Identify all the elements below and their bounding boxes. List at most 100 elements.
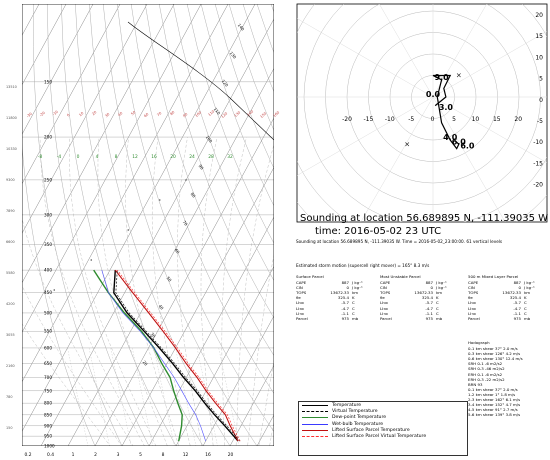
hodograph-spoke	[379, 4, 434, 98]
pressure-label: 1000	[44, 444, 55, 449]
isotherm-line	[22, 4, 229, 383]
parcel-cell: J kg⁻¹	[524, 280, 535, 286]
dry-adiabat-label: 70	[156, 111, 163, 117]
storm-motion: Estimated storm motion (supercell right …	[296, 263, 430, 268]
hodograph-x-tick: 10	[472, 116, 480, 123]
parcel-cell: LI₇₀₀	[296, 310, 304, 316]
hodograph-x-tick: 0	[431, 116, 435, 123]
hodograph-marker: ×	[404, 140, 410, 148]
upper-profile-guide	[127, 21, 274, 141]
parcel-cell: -1.1	[513, 310, 521, 316]
wind-barb-dot	[127, 229, 129, 231]
sounding-title: Sounding at location 56.689895 N, -111.3…	[300, 212, 550, 238]
parcel-cell: C	[436, 310, 439, 316]
parcel-cell: 0	[518, 285, 521, 291]
isotherm-line	[94, 117, 274, 446]
wind-barb-dot	[90, 259, 92, 261]
parcel-cell: 0	[430, 285, 433, 291]
dry-adiabat-label: 40	[117, 111, 124, 117]
parcel-row: TOPS 13672.33 km	[380, 290, 462, 295]
legend-label: Lifted Surface Parcel Virtual Temperatur…	[332, 434, 427, 440]
mixing-ratio-line	[67, 347, 89, 446]
legend-item: Dew-point Temperature	[299, 415, 467, 421]
height-label: 150	[6, 426, 12, 430]
parcel-row: LI₅₀₀ -5.7 C	[380, 300, 462, 305]
height-label: 6600	[6, 240, 15, 244]
mixing-ratio-line	[153, 347, 175, 446]
mixing-ratio-label: 3	[117, 452, 120, 458]
hodograph-y-tick: -10	[533, 139, 543, 146]
isotherm-line	[22, 4, 40, 36]
moist-adiabat	[125, 137, 180, 446]
parcel-row: Parcel 975 mb	[380, 316, 462, 321]
parcel-cell: J kg⁻¹	[352, 280, 363, 286]
parcel-table: Most Unstable Parcel CAPE 887 J kg⁻¹ CIN 0 J k…	[380, 274, 462, 321]
chart-legend: Temperature Virtual Temperature Dew-point …	[298, 401, 468, 456]
hodograph-rings	[297, 4, 547, 222]
hodograph-table-row: ERH 0-1 -6 m2/s2	[468, 371, 503, 377]
isotherm-line	[22, 4, 256, 432]
height-label: 3055	[6, 333, 15, 337]
isotherm-label: 30	[150, 331, 157, 338]
moist-adiabat-label: 28	[208, 154, 214, 160]
moist-adiabat-label: 12	[132, 154, 138, 160]
moist-adiabat	[39, 137, 145, 446]
hodograph-x-tick: -10	[385, 116, 395, 123]
height-label: 2160	[6, 364, 15, 368]
parcel-cell: TOPS	[468, 290, 479, 296]
parcel-cell: θe	[380, 295, 385, 301]
parcel-cell: mb	[524, 315, 531, 321]
parcel-cell: K	[352, 295, 355, 301]
legend-swatch	[302, 436, 328, 438]
dry-adiabat	[75, 4, 204, 446]
hodograph-plot: 20 15 10 5 0 -5 -10 -15 -20 -20 -15 -10 -5 0 5 10 15 20 ×…	[296, 3, 548, 223]
pressure-label: 750	[44, 388, 52, 393]
sounding-subline: Sounding at location 56.689895 N, -111.3…	[296, 239, 503, 244]
wind-barb-dot	[17, 319, 18, 320]
parcel-cell: CAPE	[468, 280, 479, 286]
hodograph-y-tick: 5	[539, 76, 543, 83]
dry-adiabat-label: 100	[194, 110, 202, 118]
dry-adiabat-label: 80	[169, 110, 176, 116]
height-label: 11800	[6, 116, 17, 120]
hodograph-table-row: 3-4 km shear 152° 4.7 m/s	[468, 402, 521, 408]
hodograph-height-label: 0.0	[426, 90, 441, 99]
isotherm-label: 120	[221, 79, 230, 88]
dry-adiabat	[144, 4, 274, 357]
hodograph-table-row: 0-6 km shear 130° 12.4 m/s	[468, 356, 523, 362]
parcel-cell: -5.7	[513, 300, 521, 306]
legend-swatch	[302, 410, 328, 412]
wind-barb-dot	[185, 179, 187, 181]
parcel-row: CAPE 887 J kg⁻¹	[296, 280, 378, 285]
hodograph-table-row: 0-1 km shear 37° 2.0 m/s	[468, 386, 518, 392]
dry-adiabat-label: 130	[233, 110, 241, 118]
hodograph-x-tick: 5	[452, 116, 456, 123]
moist-adiabat	[151, 137, 191, 446]
moist-adiabat-label: -4	[57, 154, 62, 160]
dry-adiabat	[22, 142, 96, 446]
dry-adiabat-label: 90	[182, 112, 189, 118]
height-label: 4200	[6, 302, 15, 306]
dry-adiabat	[186, 4, 274, 244]
parcel-cell: mb	[352, 315, 359, 321]
skewt-diagram: 1502002503003504004505005506006507007508…	[6, 4, 281, 458]
hodograph-table-row: ERH 0-3 -22 m2/s2	[468, 376, 505, 382]
parcel-row: Parcel 975 mb	[468, 316, 550, 321]
dry-adiabat	[130, 4, 274, 395]
dry-adiabat	[33, 4, 123, 446]
parcel-cell: km	[352, 290, 359, 296]
parcel-cell: K	[524, 295, 527, 301]
hodograph-y-tick: -15	[533, 160, 543, 167]
moist-adiabat-label: 24	[189, 154, 195, 160]
isotherm-line	[22, 4, 121, 185]
profile-line	[93, 269, 183, 442]
moist-adiabat-label: 20	[170, 154, 176, 160]
parcel-cell: -4.7	[425, 305, 433, 311]
time-title: time: 2016-05-02 23 UTC	[315, 226, 442, 237]
hodograph-table: Hodograph 0-1 km shear 37° 2.0 m/s 0-3 km …	[468, 340, 548, 417]
parcel-cell: 325.4	[337, 295, 349, 301]
parcel-row: θe 325.4 K	[296, 295, 378, 300]
parcel-cell: C	[352, 310, 355, 316]
parcel-row: LI₃₀₀ -4.7 C	[380, 306, 462, 311]
hodograph-table-row: 5-6 km shear 139° 3.8 m/s	[468, 412, 521, 418]
